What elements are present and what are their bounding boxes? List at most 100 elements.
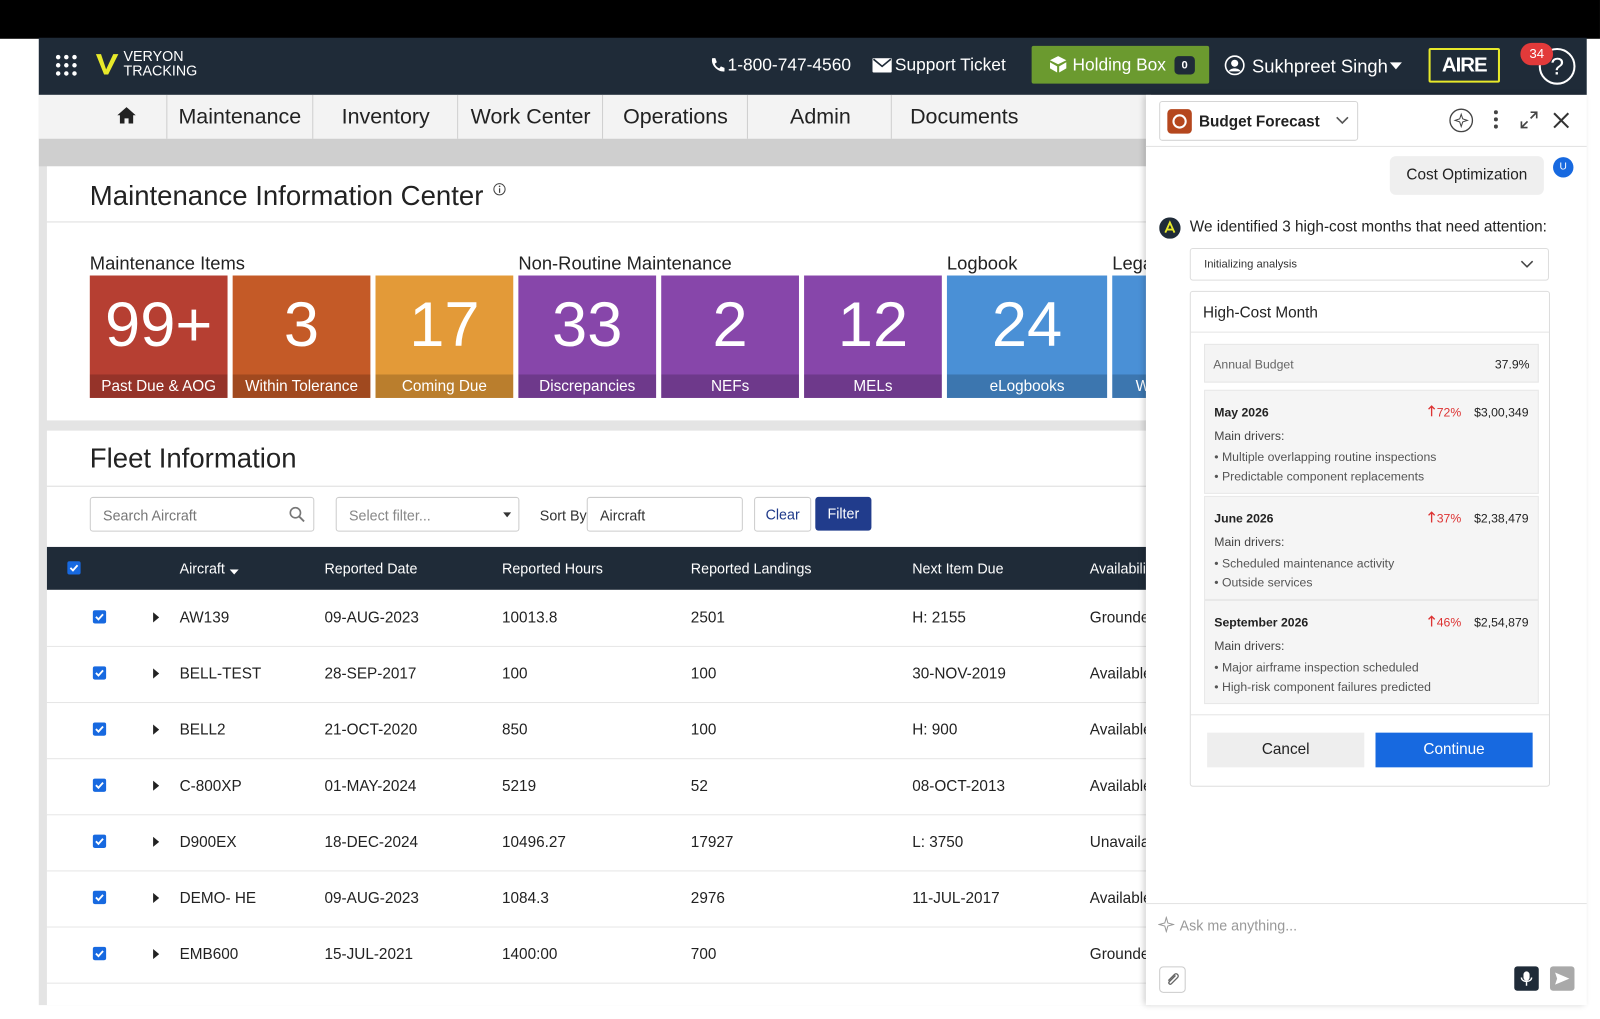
- support-link[interactable]: Support Ticket: [894, 55, 1006, 75]
- table-cell: 21-OCT-2020: [324, 721, 418, 739]
- search-input[interactable]: Search Aircraft: [89, 496, 315, 532]
- filter-select[interactable]: Select filter...: [335, 496, 520, 532]
- table-cell: 09-AUG-2023: [324, 889, 419, 908]
- row-checkbox[interactable]: [92, 890, 107, 905]
- table-cell: 1084.3: [502, 889, 549, 908]
- aire-button[interactable]: AIRE: [1428, 47, 1500, 83]
- expand-toggle[interactable]: [153, 836, 160, 847]
- divider: [1145, 145, 1587, 147]
- nav-tab[interactable]: Operations: [602, 94, 748, 139]
- nav-tab[interactable]: Documents: [890, 94, 1037, 139]
- month-amount: $2,54,879: [1474, 615, 1529, 630]
- card-title: High-Cost Month: [1203, 304, 1318, 322]
- close-icon[interactable]: [1553, 112, 1570, 129]
- mode-select[interactable]: Budget Forecast: [1159, 101, 1359, 141]
- status-tile[interactable]: 12 MELs: [804, 275, 942, 398]
- status-tile[interactable]: 17 Coming Due: [375, 275, 514, 398]
- holding-box-label: Holding Box: [1072, 55, 1166, 75]
- holding-box-button[interactable]: Holding Box 0: [1031, 45, 1210, 84]
- chat-input-placeholder[interactable]: Ask me anything...: [1179, 917, 1298, 934]
- status-dropdown[interactable]: Initializing analysis: [1189, 247, 1549, 281]
- tile-label: NEFs: [661, 374, 799, 398]
- expand-icon[interactable]: [1520, 111, 1538, 129]
- table-cell: DEMO- HE: [179, 889, 257, 908]
- attach-button[interactable]: [1159, 966, 1186, 993]
- expand-toggle[interactable]: [153, 780, 160, 791]
- status-tile[interactable]: 24 eLogbooks: [946, 275, 1108, 398]
- table-cell: 17927: [690, 833, 734, 852]
- table-row: DEMO- HE 09-AUG-2023 1084.3 2976 11-JUL-2017…: [46, 870, 1152, 928]
- row-checkbox[interactable]: [92, 834, 107, 848]
- row-checkbox[interactable]: [92, 666, 107, 680]
- table-cell: 100: [690, 665, 717, 683]
- column-header[interactable]: Aircraft: [179, 560, 225, 577]
- filter-button[interactable]: Filter: [815, 496, 872, 531]
- ai-icon[interactable]: [1449, 108, 1474, 133]
- table-cell: 15-JUL-2021: [324, 945, 413, 964]
- status-tile[interactable]: 33 Discrepancies: [518, 275, 657, 398]
- expand-toggle[interactable]: [153, 892, 160, 904]
- chevron: [1520, 260, 1534, 268]
- menu-icon[interactable]: [1493, 109, 1498, 129]
- column-header: Availabili: [1089, 560, 1146, 577]
- user-name[interactable]: Sukhpreet Singh: [1252, 56, 1388, 77]
- tile-count: 12: [837, 289, 909, 361]
- info-icon[interactable]: [493, 183, 506, 196]
- table-cell: 850: [502, 721, 528, 739]
- home-icon[interactable]: [116, 106, 136, 124]
- clear-button[interactable]: Clear: [754, 496, 812, 532]
- mic-button[interactable]: [1514, 966, 1539, 991]
- nav-tab[interactable]: Maintenance: [166, 94, 312, 139]
- nav-tab[interactable]: Work Center: [457, 94, 603, 139]
- table-cell: H: 2155: [912, 609, 966, 627]
- trend-arrow: [1428, 511, 1436, 523]
- help-icon[interactable]: ?: [1537, 46, 1578, 87]
- month-block: May 2026 72% $3,00,349 Main drivers: Multipl…: [1204, 389, 1539, 494]
- sort-icon[interactable]: [229, 569, 239, 575]
- status-tile[interactable]: W: [1112, 275, 1152, 398]
- table-row: D900EX 18-DEC-2024 10496.27 17927 L: 3750 Una…: [46, 814, 1152, 872]
- divider: [46, 485, 1152, 487]
- notification-badge[interactable]: 34: [1520, 42, 1554, 66]
- trend-arrow: [1428, 405, 1436, 417]
- table-cell: Available: [1089, 889, 1152, 908]
- status-tile[interactable]: 99+ Past Due & AOG: [89, 275, 228, 398]
- expand-toggle[interactable]: [153, 948, 160, 960]
- group-title: Logbook: [946, 253, 1018, 274]
- expand-toggle[interactable]: [153, 724, 160, 735]
- apps-icon[interactable]: [55, 54, 77, 76]
- table-cell: AW139: [179, 609, 230, 627]
- continue-button[interactable]: Continue: [1375, 732, 1533, 768]
- nav-tab[interactable]: Inventory: [312, 94, 458, 139]
- row-checkbox[interactable]: [92, 610, 107, 624]
- table-cell: C-800XP: [179, 777, 242, 795]
- cancel-button[interactable]: Cancel: [1207, 732, 1365, 768]
- expand-toggle[interactable]: [153, 612, 160, 623]
- table-cell: 08-OCT-2013: [912, 777, 1005, 795]
- row-checkbox[interactable]: [92, 722, 107, 736]
- table-cell: 100: [690, 721, 717, 739]
- status-tile[interactable]: 3 Within Tolerance: [232, 275, 371, 398]
- tile-label: Past Due & AOG: [89, 374, 228, 398]
- status-tile[interactable]: 2 NEFs: [661, 275, 799, 398]
- user-caret[interactable]: [1389, 62, 1403, 70]
- send-button[interactable]: [1549, 966, 1575, 991]
- expand-toggle[interactable]: [153, 668, 160, 679]
- nav-tab[interactable]: Admin: [746, 94, 893, 139]
- table-cell: 52: [690, 777, 708, 795]
- row-checkbox[interactable]: [92, 778, 107, 792]
- sparkle-icon: [1158, 916, 1175, 933]
- row-checkbox[interactable]: [67, 561, 81, 575]
- table-cell: EMB600: [179, 945, 239, 964]
- sort-input[interactable]: Aircraft: [586, 496, 743, 532]
- driver-item: Predictable component replacements: [1214, 469, 1424, 483]
- row-checkbox[interactable]: [92, 946, 107, 961]
- table-cell: 01-MAY-2024: [324, 777, 417, 795]
- driver-item: Outside services: [1214, 576, 1313, 590]
- tile-label: Within Tolerance: [232, 374, 371, 398]
- table-cell: Available: [1089, 777, 1152, 795]
- phone-number[interactable]: 1-800-747-4560: [727, 55, 851, 75]
- table-cell: 700: [690, 945, 717, 964]
- search-icon: [289, 506, 305, 523]
- search-placeholder: Search Aircraft: [103, 507, 197, 524]
